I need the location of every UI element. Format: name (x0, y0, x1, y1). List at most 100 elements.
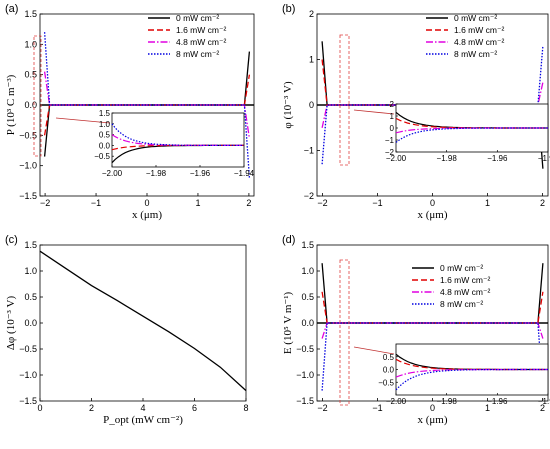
zoom-arrow (353, 109, 395, 115)
inset-x-tick-label: −1.94 (538, 154, 550, 163)
y-tick-label: 1.5 (24, 240, 37, 250)
inset-y-tick-label: 0.0 (99, 141, 111, 150)
x-axis-label: x (μm) (417, 209, 447, 221)
legend-label: 1.6 mW cm⁻² (176, 25, 226, 35)
panel-label: (c) (5, 234, 18, 246)
inset-series-line (111, 123, 244, 146)
y-tick-label: −0.5 (19, 344, 37, 354)
inset-y-tick-label: −1 (385, 136, 395, 145)
x-tick-label: 2 (540, 198, 545, 208)
inset-y-tick-label: 1 (390, 112, 395, 121)
y-axis-label: φ (10⁻³ V) (282, 81, 294, 129)
inset-y-tick-label: 0.5 (383, 353, 395, 362)
zoom-box (339, 259, 350, 406)
x-tick-label: 2 (540, 403, 545, 413)
inset-y-tick-label: −0.5 (378, 378, 394, 387)
legend-label: 8 mW cm⁻² (440, 299, 483, 309)
series-line (321, 59, 544, 146)
inset-frame (111, 112, 245, 168)
series-line (321, 263, 544, 324)
legend-label: 0 mW cm⁻² (176, 13, 219, 23)
y-tick-label: −1.5 (19, 191, 37, 201)
inset-y-tick-label: 0.5 (99, 131, 111, 140)
y-tick-label: 0.5 (24, 70, 37, 80)
zoom-arrow (353, 346, 395, 355)
legend-label: 8 mW cm⁻² (454, 49, 497, 59)
y-tick-label: −0.5 (19, 130, 37, 140)
inset-x-tick-label: −1.96 (487, 154, 508, 163)
x-tick-label: 8 (243, 403, 248, 413)
x-tick-label: 2 (89, 403, 94, 413)
y-tick-label: 1.0 (301, 266, 314, 276)
y-tick-label: 2 (309, 9, 314, 19)
y-tick-label: 1 (309, 55, 314, 65)
y-tick-label: 0.5 (301, 292, 314, 302)
x-tick-label: 0 (144, 198, 149, 208)
x-tick-label: −1 (372, 198, 382, 208)
x-tick-label: 1 (485, 198, 490, 208)
x-axis-label: x (μm) (417, 414, 447, 426)
inset-x-tick-label: −2.00 (386, 397, 407, 406)
inset-x-tick-label: −2.00 (386, 154, 407, 163)
y-tick-label: 1.0 (24, 266, 37, 276)
inset-series-line (395, 127, 548, 143)
x-axis-label: x (μm) (132, 209, 162, 221)
inset-y-tick-label: 1.0 (99, 120, 111, 129)
series-line (39, 250, 247, 392)
legend-label: 0 mW cm⁻² (454, 13, 497, 23)
inset-y-tick-label: 2 (390, 100, 395, 109)
inset-x-tick-label: −1.94 (234, 169, 255, 178)
legend-label: 1.6 mW cm⁻² (454, 25, 504, 35)
x-axis-label: P_opt (mW cm⁻²) (103, 414, 183, 426)
series-line (321, 291, 544, 324)
panel-label: (a) (5, 3, 18, 15)
inset-x-tick-label: −1.96 (487, 397, 508, 406)
series-line (43, 32, 251, 178)
x-tick-label: 1 (485, 403, 490, 413)
y-tick-label: 1.5 (24, 9, 37, 19)
y-tick-label: −1.0 (19, 161, 37, 171)
inset-x-tick-label: −1.96 (190, 169, 211, 178)
y-axis-label: P (10³ C m⁻³) (5, 74, 17, 135)
y-tick-label: −1.5 (296, 396, 314, 406)
zoom-arrow (55, 117, 111, 124)
legend-label: 4.8 mW cm⁻² (454, 37, 504, 47)
legend-label: 4.8 mW cm⁻² (176, 37, 226, 47)
x-tick-label: 2 (246, 198, 251, 208)
legend-label: 0 mW cm⁻² (440, 263, 483, 273)
y-tick-label: 1.0 (24, 39, 37, 49)
y-axis-label: Δφ (10⁻³ V) (5, 296, 17, 351)
inset-y-tick-label: −0.5 (94, 152, 110, 161)
x-tick-label: −2 (40, 198, 50, 208)
inset-x-tick-label: −1.94 (538, 397, 550, 406)
y-tick-label: −1.0 (19, 370, 37, 380)
y-tick-label: 1.5 (301, 240, 314, 250)
x-tick-label: 0 (430, 403, 435, 413)
y-tick-label: 0.0 (301, 318, 314, 328)
y-tick-label: 0.0 (24, 318, 37, 328)
legend-label: 4.8 mW cm⁻² (440, 287, 490, 297)
inset-x-tick-label: −1.98 (146, 169, 167, 178)
panel-label: (d) (282, 234, 295, 246)
inset-x-tick-label: −1.98 (437, 154, 458, 163)
inset-y-tick-label: 0 (390, 124, 395, 133)
y-tick-label: −1.0 (296, 370, 314, 380)
y-tick-label: −1.5 (19, 396, 37, 406)
series-line (321, 322, 544, 339)
inset-y-tick-label: 0.0 (383, 366, 395, 375)
panel-b: −2 −1 0 1 2 −2 −1 0 1 2 (b) x (μm) φ (10⁻³ V) 0 mW cm… (282, 3, 550, 221)
x-tick-label: 0 (37, 403, 42, 413)
panel-label: (b) (282, 3, 295, 15)
inset-y-tick-label: −2 (385, 148, 395, 157)
x-tick-label: −1 (372, 403, 382, 413)
y-tick-label: 0.0 (24, 100, 37, 110)
inset-y-tick-label: 1.5 (99, 109, 111, 118)
inset-series-line (395, 368, 548, 391)
x-tick-label: 0 (430, 198, 435, 208)
zoom-box (33, 35, 42, 157)
y-tick-label: −2 (304, 191, 314, 201)
y-axis-label: E (10⁵ V m⁻¹) (282, 291, 294, 354)
zoom-box (339, 34, 350, 166)
x-tick-label: −2 (317, 403, 327, 413)
